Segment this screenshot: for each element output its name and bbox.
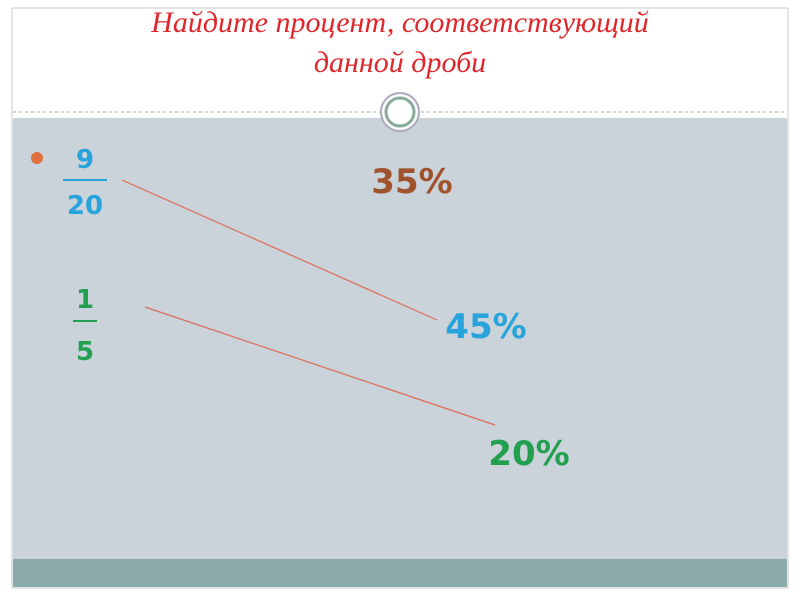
content-area [13, 118, 787, 559]
title-line: Найдите процент, соответствующий [150, 6, 649, 39]
match-line [144, 306, 496, 426]
fraction-bar [73, 320, 97, 322]
fraction: 1 5 [73, 285, 97, 367]
fraction-bar [63, 179, 107, 181]
denominator: 5 [76, 337, 94, 367]
ornament-inner [384, 96, 416, 128]
title-line: данной дроби [314, 46, 486, 79]
percent: 45% [445, 307, 526, 347]
bullet [31, 152, 43, 164]
footer-bar [13, 559, 787, 587]
numerator: 1 [76, 285, 94, 315]
percent: 20% [488, 434, 569, 474]
percent: 35% [371, 162, 452, 202]
numerator: 9 [76, 145, 94, 175]
match-line [121, 179, 438, 321]
denominator: 20 [67, 191, 103, 221]
fraction: 9 20 [63, 145, 107, 221]
